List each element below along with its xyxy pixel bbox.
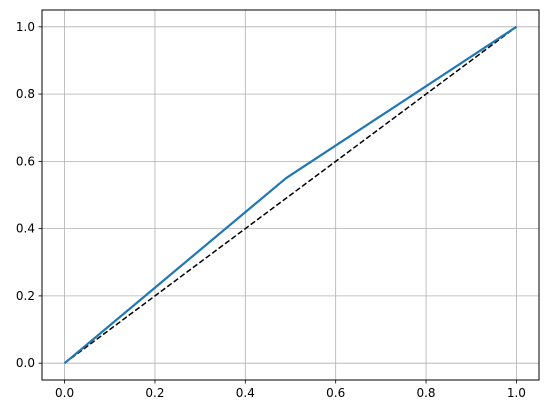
ticks: 0.0 0.2 0.4 0.6 0.8 1.0 0.0 0.2 0.4 0.6 0.8 1.0 [16, 20, 526, 400]
plot-frame [41, 9, 540, 381]
series-layer [63, 25, 518, 365]
diagonal-reference-line [64, 26, 517, 364]
y-tick-label: 0.0 [16, 356, 35, 370]
x-tick-label: 0.8 [416, 386, 435, 400]
y-tick-label: 0.6 [16, 154, 35, 168]
grid [42, 10, 539, 380]
x-tick-label: 0.2 [145, 386, 164, 400]
series-line [63, 25, 518, 365]
x-tick-label: 1.0 [507, 386, 526, 400]
y-tick-label: 0.2 [16, 289, 35, 303]
x-tick-label: 0.6 [326, 386, 345, 400]
x-tick-label: 0.0 [55, 386, 74, 400]
y-tick-label: 1.0 [16, 20, 35, 34]
y-tick-label: 0.8 [16, 87, 35, 101]
y-tick-label: 0.4 [16, 222, 35, 236]
x-tick-label: 0.4 [236, 386, 255, 400]
